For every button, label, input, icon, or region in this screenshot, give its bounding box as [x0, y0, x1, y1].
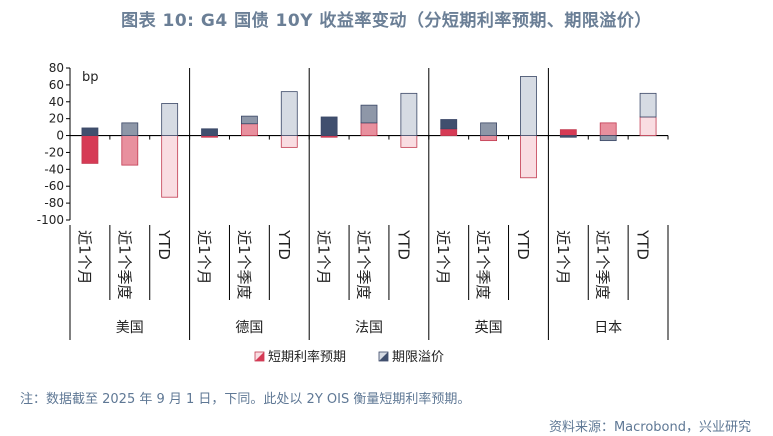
category-labels: 近1个月 近1个季度 YTD 近1个月 近1个季度 YTD 近1个月 近1个季度 YTD 近1个月…	[75, 229, 651, 336]
bar-rate-expectation	[280, 135, 298, 148]
y-tick-label: 80	[49, 61, 64, 75]
period-label: 近1个月	[554, 230, 572, 285]
source-note: 资料来源：Macrobond，兴业研究	[548, 420, 751, 435]
legend-label-rate: 短期利率预期	[268, 349, 346, 365]
period-label: 近1个月	[315, 230, 333, 285]
period-label: 近1个季度	[474, 230, 492, 300]
bar-term-premium	[121, 122, 139, 136]
bar-term-premium	[480, 122, 498, 136]
period-label: YTD	[155, 229, 173, 260]
bar-rate-expectation	[520, 135, 537, 179]
period-label: YTD	[394, 229, 412, 260]
bar-term-premium	[400, 92, 418, 136]
period-label: 近1个月	[75, 230, 93, 285]
bar-term-premium	[360, 104, 378, 124]
bar-rate-expectation	[480, 135, 498, 142]
bar-term-premium	[240, 115, 258, 125]
period-label: 近1个季度	[355, 230, 373, 300]
bar-rate-expectation	[121, 135, 139, 166]
bar-term-premium	[320, 116, 338, 136]
y-tick-label: 60	[49, 78, 64, 92]
period-label: 近1个月	[434, 230, 452, 285]
period-label: 近1个季度	[235, 230, 253, 300]
y-tick-label: -20	[44, 145, 64, 159]
bar-term-premium	[280, 91, 298, 136]
y-tick-label: 20	[49, 112, 64, 126]
y-tick-label: 40	[49, 95, 64, 109]
period-label: YTD	[275, 229, 293, 260]
country-label: 美国	[116, 320, 144, 336]
period-label: 近1个季度	[594, 230, 612, 300]
bar-term-premium	[440, 119, 458, 130]
bar-rate-expectation	[400, 135, 418, 148]
y-tick-label: -60	[44, 179, 64, 193]
bar-rate-expectation	[81, 135, 99, 164]
country-label: 法国	[355, 320, 383, 336]
bar-term-premium	[201, 128, 218, 136]
y-tick-label: -40	[44, 162, 64, 176]
country-label: 德国	[235, 320, 263, 336]
bar-term-premium	[599, 135, 617, 142]
legend: 短期利率预期 期限溢价	[254, 349, 444, 365]
y-tick-label: -100	[37, 213, 64, 227]
legend-label-term: 期限溢价	[392, 350, 444, 365]
period-label: YTD	[514, 229, 532, 260]
country-label: 日本	[594, 320, 622, 336]
bar-rate-expectation	[559, 129, 577, 136]
y-tick-label: 0	[56, 129, 64, 143]
legend-swatch-rate-shade	[255, 352, 264, 361]
footnote: 注：数据截至 2025 年 9 月 1 日，下同。此处以 2Y OIS 衡量短期…	[20, 392, 471, 407]
bar-term-premium	[639, 92, 657, 118]
country-label: 英国	[475, 319, 503, 336]
period-label: 近1个季度	[115, 230, 133, 300]
bar-term-premium	[81, 127, 99, 136]
bar-term-premium	[520, 76, 537, 136]
period-label: YTD	[634, 229, 652, 260]
chart-title: 图表 10: G4 国债 10Y 收益率变动（分短期利率预期、期限溢价）	[121, 11, 652, 31]
bars	[81, 76, 657, 198]
bar-rate-expectation	[599, 122, 617, 136]
bar-rate-expectation	[240, 123, 258, 136]
bar-rate-expectation	[440, 128, 458, 136]
bar-term-premium	[559, 135, 577, 138]
y-tick-label: -80	[44, 196, 64, 210]
bar-rate-expectation	[161, 135, 179, 198]
unit-label: bp	[82, 70, 99, 85]
legend-swatch-term-shade	[379, 352, 388, 361]
bar-term-premium	[161, 103, 179, 136]
period-label: 近1个月	[195, 230, 213, 285]
bar-rate-expectation	[639, 116, 657, 136]
bar-rate-expectation	[360, 122, 378, 136]
